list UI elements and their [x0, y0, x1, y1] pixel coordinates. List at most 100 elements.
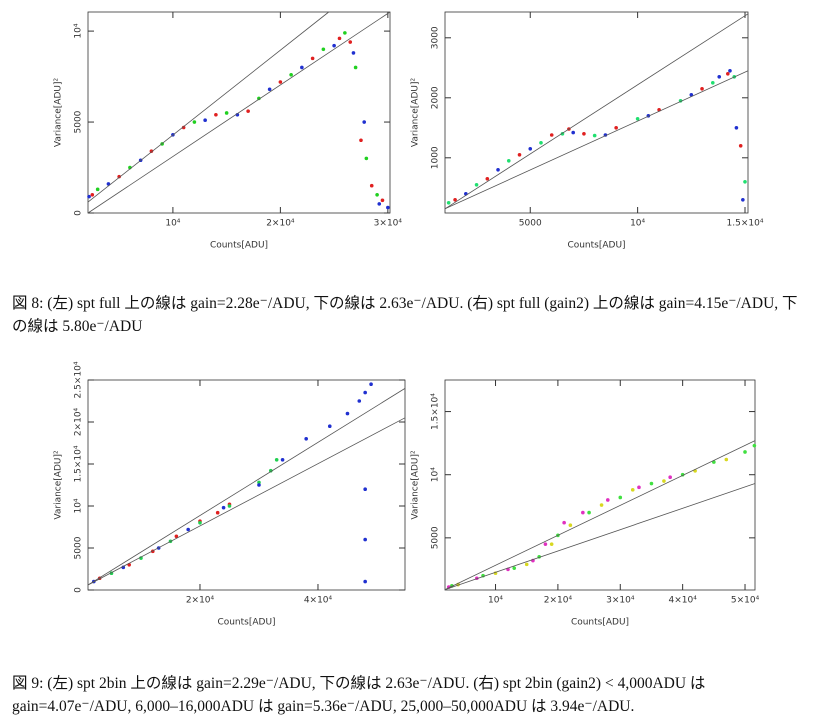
data-point — [327, 424, 332, 429]
data-point — [630, 488, 635, 492]
reference-line — [87, 388, 406, 586]
data-point — [369, 382, 373, 387]
data-point — [506, 159, 511, 163]
data-point — [618, 495, 623, 500]
reference-line — [87, 417, 406, 586]
x-tick-label: 10⁴ — [488, 596, 503, 606]
x-axis-label: Counts[ADU] — [571, 618, 629, 628]
data-point — [246, 109, 250, 113]
data-point — [257, 483, 261, 487]
data-point — [203, 118, 207, 123]
data-point — [332, 43, 336, 48]
data-point — [743, 180, 747, 184]
data-point — [724, 457, 729, 462]
data-point — [357, 399, 362, 403]
data-point — [592, 133, 597, 138]
plot-frame — [444, 379, 756, 591]
data-point — [689, 93, 694, 97]
data-point — [289, 72, 293, 77]
data-point — [215, 510, 220, 515]
y-tick-label: 1.5×10⁴ — [431, 393, 441, 430]
data-point — [363, 487, 367, 492]
reference-line — [444, 70, 749, 210]
x-tick-label: 3×10⁴ — [374, 219, 403, 229]
data-point — [743, 450, 747, 454]
data-point — [345, 411, 350, 416]
data-point — [496, 168, 500, 172]
data-point — [637, 485, 641, 490]
y-tick-label: 0 — [74, 587, 84, 593]
data-point — [635, 117, 640, 121]
data-point — [221, 505, 226, 510]
data-point — [571, 130, 576, 135]
y-tick-label: 1.5×10⁴ — [74, 445, 84, 482]
y-axis-label: Variance[ADU]² — [411, 78, 421, 148]
data-point — [485, 177, 490, 181]
x-tick-label: 5×10⁴ — [731, 596, 760, 606]
caption: 図 9: (左) spt 2bin 上の線は gain=2.29e⁻/ADU, … — [12, 675, 706, 715]
data-point — [614, 126, 618, 130]
data-point — [717, 75, 722, 79]
data-point — [581, 510, 585, 515]
y-tick-label: 10⁴ — [74, 23, 84, 38]
plot-frame — [87, 379, 406, 591]
data-point — [280, 458, 285, 462]
x-tick-label: 10⁴ — [630, 219, 645, 229]
data-point — [359, 138, 363, 143]
data-point — [710, 81, 715, 85]
data-point — [517, 153, 522, 157]
data-point — [668, 475, 672, 480]
x-tick-label: 5000 — [519, 219, 542, 229]
data-point — [274, 458, 279, 462]
plot-frame — [444, 11, 749, 214]
x-axis-label: Counts[ADU] — [210, 241, 268, 251]
data-point — [543, 542, 548, 546]
data-point — [549, 133, 554, 137]
data-point — [117, 174, 121, 179]
data-point — [568, 523, 573, 528]
y-axis-label: Variance[ADU]² — [54, 78, 64, 148]
data-point — [321, 47, 326, 52]
data-point — [224, 111, 229, 115]
data-point — [186, 527, 190, 532]
data-point — [446, 201, 451, 205]
y-axis-label: Variance[ADU]² — [54, 450, 64, 520]
data-point — [363, 390, 367, 395]
data-point — [649, 481, 654, 486]
data-point — [362, 120, 367, 124]
data-point — [599, 503, 604, 507]
data-point — [453, 198, 457, 202]
y-tick-label: 0 — [74, 210, 84, 216]
x-tick-label: 4×10⁴ — [668, 596, 697, 606]
y-tick-label: 5000 — [74, 536, 84, 559]
data-point — [363, 537, 367, 542]
caption: 図 8: (左) spt full 上の線は gain=2.28e⁻/ADU, … — [12, 295, 798, 335]
data-point — [267, 87, 272, 92]
x-tick-label: 2×10⁴ — [186, 596, 215, 606]
x-tick-label: 3×10⁴ — [606, 596, 635, 606]
data-point — [363, 579, 367, 584]
data-point — [300, 65, 304, 70]
data-point — [524, 562, 529, 567]
y-axis-label: Variance[ADU]² — [411, 450, 421, 520]
y-tick-label: 5000 — [74, 110, 84, 133]
data-point — [227, 504, 232, 508]
data-point — [726, 72, 730, 76]
data-point — [700, 87, 704, 91]
data-point — [181, 125, 186, 130]
data-point — [257, 480, 261, 485]
data-point — [214, 112, 218, 117]
data-point — [304, 437, 308, 441]
data-point — [95, 187, 100, 192]
data-point — [87, 194, 91, 199]
data-point — [386, 205, 390, 210]
data-point — [364, 156, 369, 161]
data-point — [605, 498, 610, 502]
data-point — [377, 202, 382, 206]
reference-line — [87, 11, 329, 203]
data-point — [268, 468, 273, 473]
reference-line — [444, 440, 756, 590]
y-tick-label: 3000 — [431, 26, 441, 49]
